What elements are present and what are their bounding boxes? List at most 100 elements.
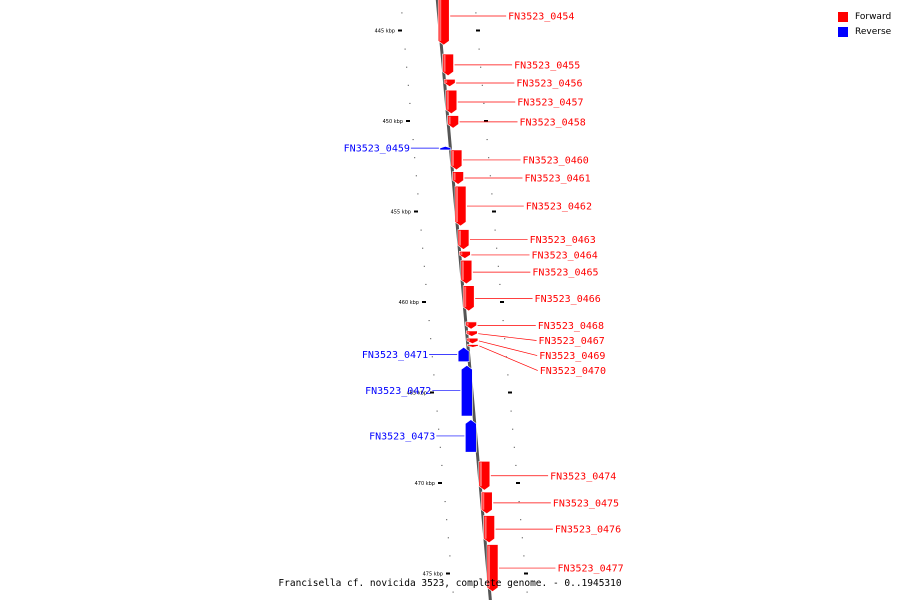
minor-tick [436,410,438,412]
legend-label-forward: Forward [855,11,892,22]
gene-arrow-FN3523_0471[interactable] [457,346,470,363]
scale-tick [476,29,480,32]
gene-highlight [467,331,470,334]
minor-tick [417,193,419,195]
gene-arrow-FN3523_0470[interactable] [467,344,479,348]
gene-label[interactable]: FN3523_0462 [526,202,592,213]
scale-tick-label: 455 kbp [391,210,411,216]
gene-label[interactable]: FN3523_0474 [550,471,616,482]
gene-highlight [456,187,459,222]
minor-tick [523,555,525,557]
scale-tick-label: 470 kbp [415,481,435,487]
minor-tick [409,102,411,104]
minor-tick [452,591,454,593]
scale-tick [492,210,496,213]
scale-tick [430,391,434,394]
gene-label[interactable]: FN3523_0454 [508,12,574,23]
gene-highlight [482,493,485,510]
gene-highlight [451,150,454,166]
gene-highlight [458,230,461,246]
minor-tick [504,338,506,340]
gene-label[interactable]: FN3523_0470 [540,366,606,377]
minor-tick [425,283,427,285]
gene-label[interactable]: FN3523_0467 [539,336,605,347]
scale-tick [484,120,488,122]
gene-highlight [443,55,446,72]
genome-caption: Francisella cf. novicida 3523, complete … [278,578,622,589]
minor-tick [486,139,488,141]
scale-tick-label: 445 kbp [375,29,395,35]
gene-label[interactable]: FN3523_0471 [362,350,428,361]
chromosome-line [435,0,492,600]
minor-tick [447,537,449,539]
gene-label[interactable]: FN3523_0455 [514,60,580,71]
label-leader-line [479,345,538,371]
minor-tick [505,356,507,358]
minor-tick [496,247,498,249]
minor-tick [483,102,485,104]
gene-arrow-FN3523_0459[interactable] [439,146,452,151]
minor-tick [521,537,523,539]
scale-tick [414,210,418,213]
scale-tick-label: 460 kbp [399,300,419,306]
gene-label[interactable]: FN3523_0463 [530,235,596,246]
gene-label[interactable]: FN3523_0461 [524,174,590,185]
gene-highlight [446,91,449,110]
gene-highlight [466,322,469,326]
gene-label[interactable]: FN3523_0469 [539,351,605,362]
minor-tick [494,229,496,231]
gene-highlight [484,516,487,539]
gene-label[interactable]: FN3523_0460 [523,155,589,166]
minor-tick [431,356,433,358]
minor-tick [415,175,417,177]
minor-tick [499,283,501,285]
gene-arrow-FN3523_0473[interactable] [465,419,477,453]
scale-tick [438,482,442,484]
label-leader-line [478,340,538,356]
gene-label[interactable]: FN3523_0465 [532,268,598,279]
gene-label[interactable]: FN3523_0473 [369,431,435,442]
minor-tick [518,501,520,503]
gene-label[interactable]: FN3523_0477 [557,564,623,575]
minor-tick [502,320,504,322]
gene-features [437,0,499,592]
scale-tick [508,391,512,394]
minor-tick [404,48,406,50]
minor-tick [507,374,509,376]
minor-tick [422,247,424,249]
gene-label[interactable]: FN3523_0475 [553,498,619,509]
scale-tick [406,120,410,122]
gene-label[interactable]: FN3523_0456 [516,78,582,89]
gene-highlight [467,339,470,341]
minor-tick [401,12,403,14]
minor-tick [420,229,422,231]
forward-swatch [838,11,848,22]
gene-label[interactable]: FN3523_0472 [365,386,431,397]
gene-highlight [488,545,491,588]
gene-label[interactable]: FN3523_0466 [535,294,601,305]
gene-labels: FN3523_0454 FN3523_0455 FN3523_0456 FN3523_… [344,12,624,575]
label-leader-line [478,333,537,341]
scale-tick-label: 475 kbp [423,572,443,578]
scale-tick [516,482,520,484]
scale-tick [500,301,504,303]
gene-highlight [460,252,463,255]
gene-highlight [461,261,464,280]
minor-tick [491,193,493,195]
gene-label[interactable]: FN3523_0458 [520,117,586,128]
minor-tick [444,501,446,503]
minor-tick [446,519,448,521]
scale-tick-label: 465 kbp [407,391,427,397]
legend-item-forward: Forward [838,9,891,24]
gene-label[interactable]: FN3523_0464 [532,250,598,261]
gene-arrow-FN3523_0472[interactable] [461,364,473,417]
minor-tick [520,519,522,521]
minor-tick [480,66,482,68]
gene-label[interactable]: FN3523_0476 [555,525,621,536]
gene-label[interactable]: FN3523_0457 [517,97,583,108]
minor-tick [481,84,483,86]
scale-tick [446,572,450,575]
gene-label[interactable]: FN3523_0459 [344,144,410,155]
gene-label[interactable]: FN3523_0468 [538,321,604,332]
minor-tick [430,338,432,340]
